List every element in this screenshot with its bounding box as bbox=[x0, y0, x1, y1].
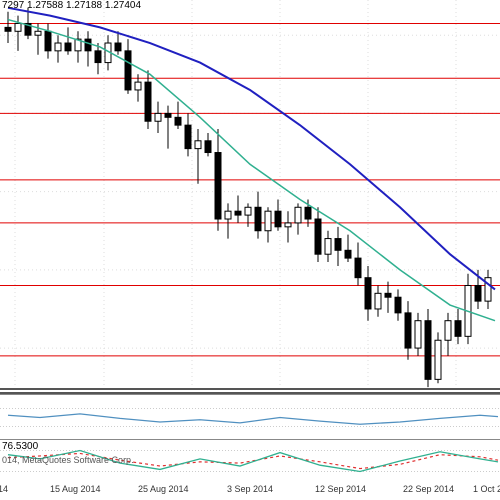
chart-container: 7297 1.27588 1.27188 1.27404 76.5300 014… bbox=[0, 0, 500, 500]
x-axis-label: 12 Sep 2014 bbox=[315, 484, 366, 494]
oscillator-panel-1[interactable] bbox=[0, 395, 500, 440]
x-axis-label: 3 Sep 2014 bbox=[227, 484, 273, 494]
x-axis-label: 22 Sep 2014 bbox=[403, 484, 454, 494]
x-axis: 014 15 Aug 2014 25 Aug 2014 3 Sep 2014 12 Se… bbox=[0, 482, 500, 500]
x-axis-label: 15 Aug 2014 bbox=[50, 484, 101, 494]
oscillator-panel-2[interactable]: 76.5300 014, MetaQuotes Software Corp. bbox=[0, 440, 500, 482]
oscillator1-svg bbox=[0, 395, 500, 440]
main-price-panel[interactable]: 7297 1.27588 1.27188 1.27404 bbox=[0, 0, 500, 395]
main-chart-svg bbox=[0, 0, 500, 395]
x-axis-label: 25 Aug 2014 bbox=[138, 484, 189, 494]
copyright-text: 014, MetaQuotes Software Corp. bbox=[2, 455, 134, 465]
oscillator2-value-label: 76.5300 bbox=[2, 441, 38, 452]
x-axis-label: 014 bbox=[0, 484, 8, 494]
price-header: 7297 1.27588 1.27188 1.27404 bbox=[2, 0, 141, 11]
x-axis-label: 1 Oct 2014 bbox=[473, 484, 500, 494]
